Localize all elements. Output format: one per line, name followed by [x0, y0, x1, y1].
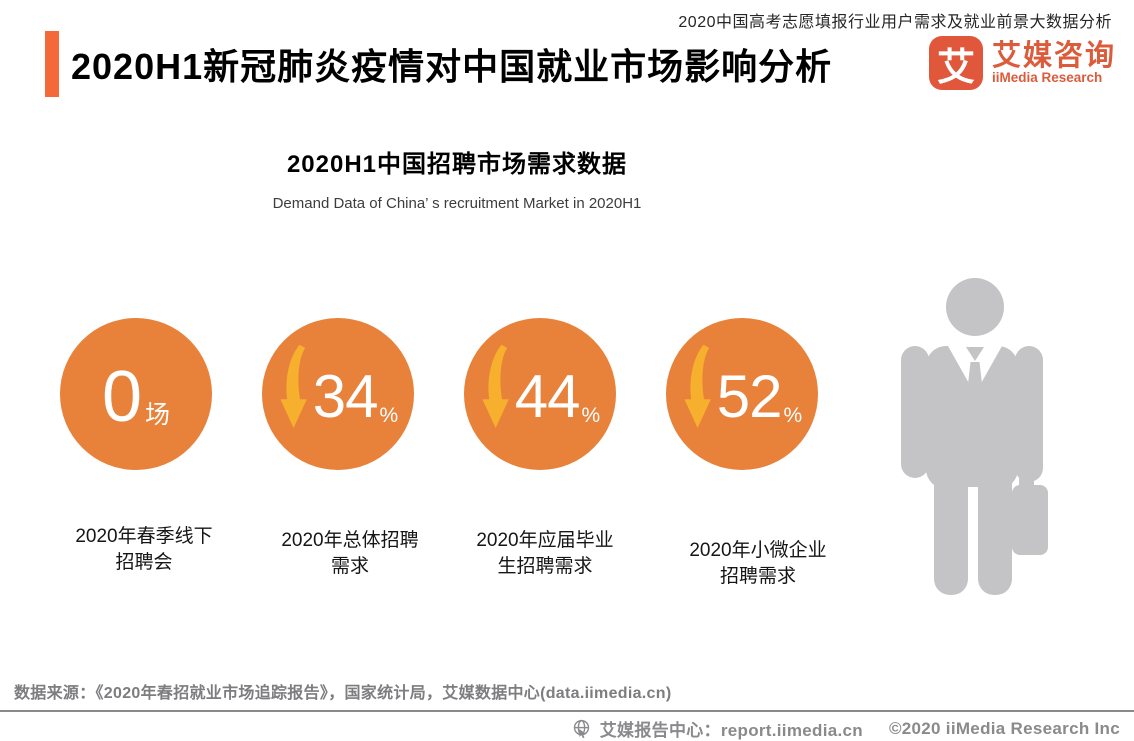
stat-label-line: 2020年小微企业: [689, 540, 827, 561]
section-title-cn: 2020H1中国招聘市场需求数据: [286, 151, 628, 178]
stat-unit: %: [581, 404, 601, 427]
stat-label-line: 2020年应届毕业: [476, 530, 614, 551]
globe-cursor-icon: [573, 719, 589, 739]
stat-label-line: 2020年总体招聘: [281, 530, 419, 551]
section-title: 2020H1中国招聘市场需求数据 Demand Data of China’ s…: [107, 144, 807, 212]
section-title-en: Demand Data of China’ s recruitment Mark…: [272, 195, 642, 212]
data-source-note: 数据来源：《2020年春招就业市场追踪报告》，国家统计局，艾媒数据中心(data…: [14, 685, 672, 702]
stat-label-line: 招聘会: [115, 552, 173, 573]
stat-value-group: 44 %: [480, 344, 601, 436]
title-accent-bar: [45, 31, 59, 97]
stat-label-line: 招聘需求: [719, 566, 796, 587]
stat-value-group: 34 %: [278, 344, 399, 436]
stat-circle-offline-job-fairs: 0 场: [60, 318, 212, 470]
stat-unit: %: [783, 404, 803, 427]
stat-label-overall-recruitment: 2020年总体招聘 需求: [235, 528, 465, 580]
stat-circle-graduate-recruitment: 44 %: [464, 318, 616, 470]
down-arrow-icon: [684, 344, 711, 428]
stat-label-offline-job-fairs: 2020年春季线下 招聘会: [29, 524, 259, 576]
stat-value: 44: [514, 363, 581, 430]
stat-value-group: 0 场: [102, 355, 170, 433]
brand-name-en: iiMedia Research: [991, 70, 1103, 86]
stat-label-line: 需求: [330, 556, 369, 577]
businessman-silhouette: [901, 278, 1048, 597]
footer-bar: 艾媒报告中心：report.iimedia.cn ©2020 iiMedia R…: [571, 716, 1120, 741]
down-arrow-icon: [280, 344, 307, 428]
iimedia-logo-icon: 艾: [928, 36, 983, 90]
report-center-link: 艾媒报告中心：report.iimedia.cn: [599, 721, 863, 740]
title-block: 2020H1新冠肺炎疫情对中国就业市场影响分析: [45, 31, 832, 97]
logo-text: 艾媒咨询 iiMedia Research: [991, 39, 1116, 86]
stat-label-graduate-recruitment: 2020年应届毕业 生招聘需求: [430, 528, 660, 580]
stat-value-group: 52 %: [682, 344, 803, 436]
stat-circle-overall-recruitment: 34 %: [262, 318, 414, 470]
brand-name-cn: 艾媒咨询: [991, 39, 1116, 72]
page-title: 2020H1新冠肺炎疫情对中国就业市场影响分析: [71, 46, 833, 87]
brand-logo: 艾 艾媒咨询 iiMedia Research: [928, 36, 1116, 90]
stat-circle-sme-recruitment: 52 %: [666, 318, 818, 470]
down-arrow-icon: [482, 344, 509, 428]
stat-unit: 场: [145, 401, 171, 429]
stat-label-line: 生招聘需求: [497, 556, 593, 577]
copyright-text: ©2020 iiMedia Research Inc: [888, 718, 1120, 738]
stat-value: 52: [716, 363, 783, 430]
stat-value: 0: [101, 357, 142, 437]
stat-label-line: 2020年春季线下: [75, 526, 213, 547]
stat-label-sme-recruitment: 2020年小微企业 招聘需求: [643, 538, 873, 590]
stat-unit: %: [379, 404, 399, 427]
stat-value: 34: [312, 363, 379, 430]
report-series-tagline: 2020中国高考志愿填报行业用户需求及就业前景大数据分析: [678, 14, 1112, 31]
footer-divider: [0, 710, 1134, 712]
